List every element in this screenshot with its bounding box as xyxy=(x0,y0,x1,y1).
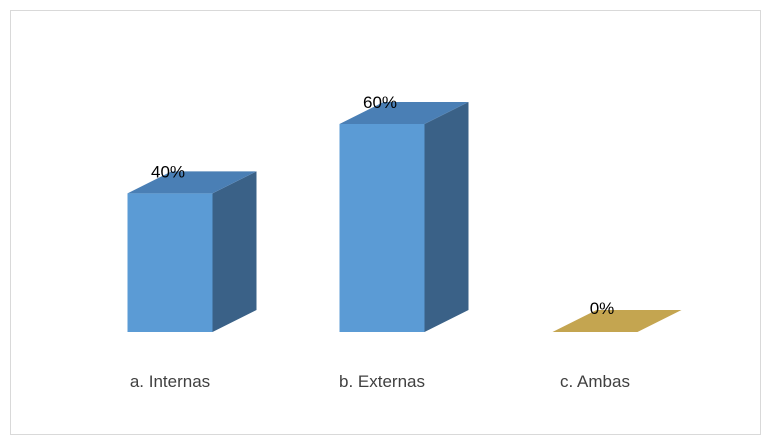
category-label-c-ambas: c. Ambas xyxy=(560,372,630,391)
bar-side-a-internas xyxy=(212,171,257,332)
bar-top-c-ambas xyxy=(552,310,682,332)
data-label-a-internas: 40% xyxy=(151,162,185,181)
category-label-a-internas: a. Internas xyxy=(130,372,210,391)
bar-side-b-externas xyxy=(424,102,469,332)
data-label-b-externas: 60% xyxy=(363,93,397,112)
bar-front-a-internas xyxy=(127,193,213,332)
data-label-c-ambas: 0% xyxy=(590,299,615,318)
bar-top-a-internas xyxy=(127,171,257,194)
category-label-b-externas: b. Externas xyxy=(339,372,425,391)
bar-front-b-externas xyxy=(339,124,425,332)
bar-top-b-externas xyxy=(339,102,469,124)
